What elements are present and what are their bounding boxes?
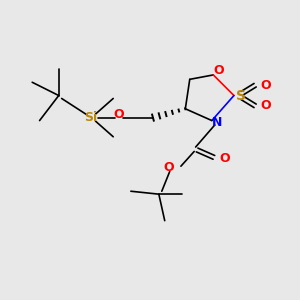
Text: S: S	[236, 88, 246, 103]
Text: O: O	[113, 108, 124, 121]
Text: O: O	[260, 99, 271, 112]
Text: O: O	[164, 161, 175, 174]
Text: N: N	[212, 116, 222, 128]
Text: Si: Si	[85, 111, 98, 124]
Text: O: O	[260, 79, 271, 92]
Text: O: O	[219, 152, 230, 165]
Text: O: O	[213, 64, 224, 77]
